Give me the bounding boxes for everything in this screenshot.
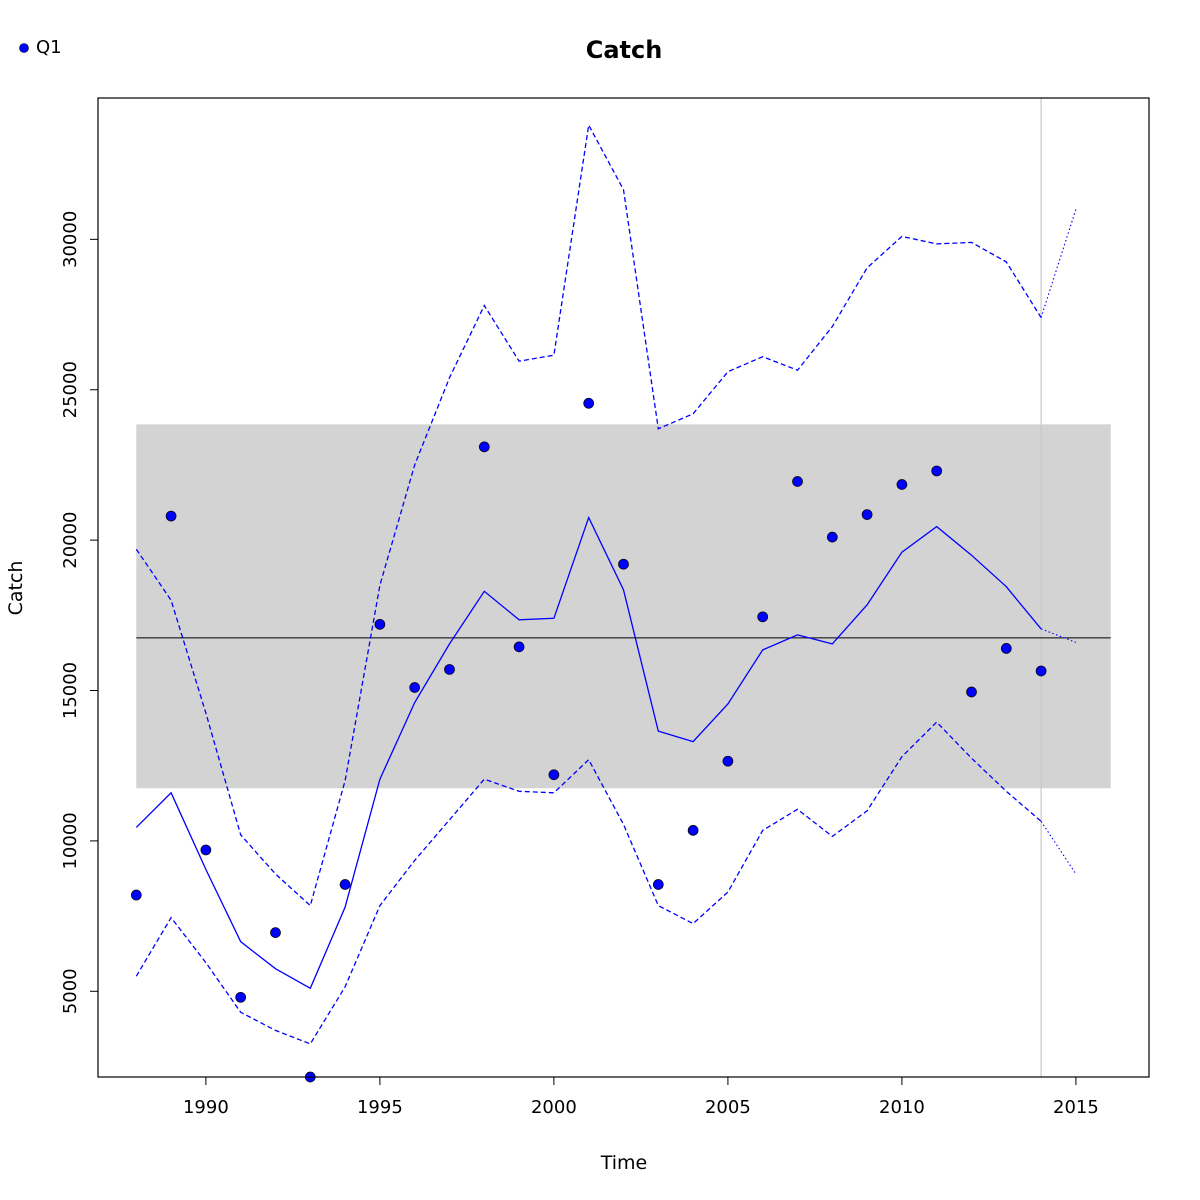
data-point-2001 <box>583 397 595 409</box>
series-line-6-dotted <box>1040 820 1077 875</box>
data-point-1989 <box>165 510 177 522</box>
data-point-2005 <box>722 755 734 767</box>
series-line-1-solid <box>135 515 1042 990</box>
y-tick-label-10000: 10000 <box>60 812 81 869</box>
x-axis-title: Time <box>600 1152 648 1174</box>
x-tick-label-1990: 1990 <box>183 1097 229 1118</box>
data-point-2004 <box>687 825 699 836</box>
legend: Q1 <box>19 37 62 58</box>
data-point-2002 <box>618 558 629 570</box>
data-point-2010 <box>896 479 908 490</box>
data-point-2011 <box>931 465 943 477</box>
data-point-1999 <box>513 641 525 653</box>
band-layer <box>136 424 1111 789</box>
lines-layer <box>135 123 1077 1045</box>
series-line-5-dotted <box>1040 209 1077 318</box>
data-point-2000 <box>548 769 560 781</box>
y-tick-label-5000: 5000 <box>60 968 81 1014</box>
data-point-1991 <box>235 991 247 1003</box>
data-point-1994 <box>339 879 351 890</box>
y-tick-label-25000: 25000 <box>60 361 81 418</box>
y-tick-label-15000: 15000 <box>60 662 81 719</box>
data-point-1995 <box>374 618 386 630</box>
reference-band <box>136 424 1111 789</box>
x-tick-label-2005: 2005 <box>705 1097 751 1118</box>
data-point-2009 <box>861 509 873 520</box>
data-point-2013 <box>1000 643 1012 654</box>
reference-layer <box>136 98 1111 1077</box>
legend-label-q1: Q1 <box>36 37 62 58</box>
y-axis-title: Catch <box>5 561 27 616</box>
y-tick-label-30000: 30000 <box>60 211 81 268</box>
x-tick-label-1995: 1995 <box>357 1097 403 1118</box>
data-point-1992 <box>270 927 281 938</box>
data-point-2003 <box>652 879 664 890</box>
data-point-2007 <box>792 476 803 487</box>
data-point-1996 <box>409 682 421 693</box>
y-axis: 5000 10000 15000 20000 25000 30000 <box>60 211 98 1014</box>
data-point-2014 <box>1035 665 1047 677</box>
points-layer <box>130 397 1047 1083</box>
x-tick-label-2010: 2010 <box>879 1097 925 1118</box>
x-tick-label-2015: 2015 <box>1053 1097 1099 1118</box>
y-tick-label-20000: 20000 <box>60 511 81 568</box>
legend-marker-q1 <box>19 43 29 53</box>
x-axis: 1990 1995 2000 2005 2010 2015 <box>183 1077 1099 1118</box>
data-point-1998 <box>478 441 490 453</box>
data-point-2008 <box>826 531 838 543</box>
data-point-2006 <box>757 611 769 623</box>
plot-frame <box>97 97 1150 1078</box>
x-tick-label-2000: 2000 <box>531 1097 577 1118</box>
data-point-1997 <box>444 664 455 675</box>
data-point-1990 <box>200 844 212 856</box>
chart-title: Catch <box>586 36 663 64</box>
data-point-2012 <box>966 686 977 698</box>
data-point-1988 <box>130 889 142 901</box>
